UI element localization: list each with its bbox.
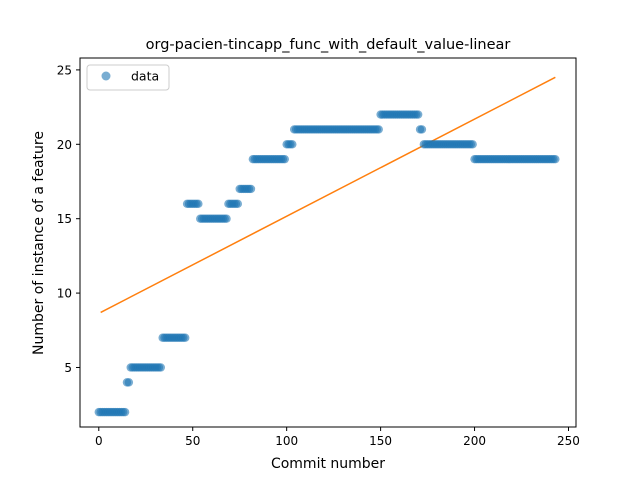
axes-frame <box>79 57 577 428</box>
data-point <box>417 125 427 134</box>
data-point <box>413 110 423 119</box>
x-tick-label: 50 <box>185 434 200 448</box>
data-point <box>246 184 256 194</box>
data-point <box>120 407 130 417</box>
y-tick-label: 5 <box>64 361 72 375</box>
x-tick-label: 250 <box>557 434 580 448</box>
x-tick-label: 200 <box>463 434 486 448</box>
data-point <box>194 199 203 209</box>
y-tick-label: 10 <box>57 287 72 301</box>
x-axis-label: Commit number <box>271 456 385 472</box>
legend-marker-data <box>101 71 111 81</box>
y-axis-ticks: 5 10 15 20 25 <box>57 63 80 375</box>
legend: data <box>86 64 170 91</box>
plot-area <box>79 57 577 428</box>
data-point <box>280 154 289 164</box>
data-point <box>156 363 165 372</box>
fit-line-layer <box>100 76 556 314</box>
y-tick-label: 15 <box>57 212 72 226</box>
y-axis-label: Number of instance of a feature <box>31 131 47 355</box>
y-tick-label: 25 <box>57 63 72 77</box>
data-point <box>374 125 383 134</box>
legend-box <box>86 64 170 91</box>
x-tick-label: 0 <box>95 434 103 448</box>
legend-label-data: data <box>131 69 159 84</box>
fit-line <box>100 76 556 314</box>
data-point <box>233 199 243 209</box>
x-axis-ticks: 0 50 100 150 200 250 <box>95 427 580 448</box>
y-tick-label: 20 <box>57 138 72 152</box>
data-point <box>181 333 190 342</box>
data-points-layer <box>94 110 560 417</box>
data-point <box>222 214 231 223</box>
x-tick-label: 150 <box>369 434 392 448</box>
data-point <box>551 154 560 164</box>
data-point <box>124 378 134 387</box>
data-point <box>288 140 297 149</box>
x-tick-label: 100 <box>275 434 298 448</box>
chart-title: org-pacien-tincapp_func_with_default_val… <box>146 37 511 53</box>
data-point <box>468 140 477 149</box>
